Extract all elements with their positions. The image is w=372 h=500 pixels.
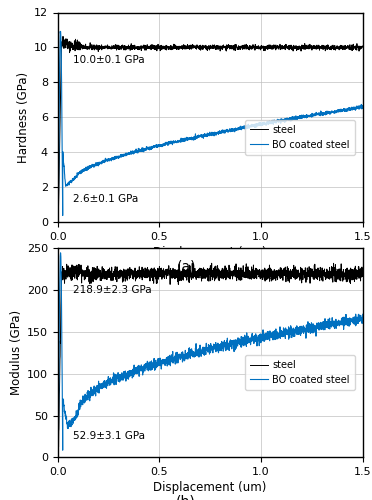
Text: (a): (a) xyxy=(176,260,196,274)
steel xyxy=(196,270,200,276)
steel xyxy=(209,260,214,266)
steel xyxy=(296,270,300,276)
Y-axis label: Hardness (GPa): Hardness (GPa) xyxy=(17,72,30,163)
BO coated steel xyxy=(55,220,60,226)
BO coated steel xyxy=(296,328,300,334)
steel xyxy=(204,46,208,52)
BO coated steel xyxy=(58,28,62,34)
steel xyxy=(360,270,365,276)
BO coated steel xyxy=(71,176,76,182)
steel xyxy=(55,220,60,226)
BO coated steel xyxy=(204,342,208,348)
steel xyxy=(360,43,365,49)
steel xyxy=(204,274,208,280)
Line: steel: steel xyxy=(58,264,363,464)
steel xyxy=(55,454,60,460)
Text: 218.9±2.3 GPa: 218.9±2.3 GPa xyxy=(73,285,151,295)
BO coated steel xyxy=(352,105,356,111)
steel xyxy=(296,46,300,52)
steel xyxy=(352,43,356,49)
BO coated steel xyxy=(55,454,60,460)
X-axis label: Displacement (um): Displacement (um) xyxy=(154,482,267,494)
BO coated steel xyxy=(56,220,61,226)
steel xyxy=(61,34,65,40)
Y-axis label: Modulus (GPa): Modulus (GPa) xyxy=(10,310,23,395)
steel xyxy=(196,44,200,50)
Line: steel: steel xyxy=(58,36,363,222)
BO coated steel xyxy=(196,133,201,139)
Line: BO coated steel: BO coated steel xyxy=(58,253,363,458)
steel xyxy=(71,263,76,269)
Legend: steel, BO coated steel: steel, BO coated steel xyxy=(245,120,355,154)
BO coated steel xyxy=(352,316,356,322)
BO coated steel xyxy=(360,104,365,110)
BO coated steel xyxy=(296,114,300,120)
steel xyxy=(352,44,356,50)
BO coated steel xyxy=(71,420,76,426)
X-axis label: Displacement (um): Displacement (um) xyxy=(154,246,267,260)
Text: 52.9±3.1 GPa: 52.9±3.1 GPa xyxy=(73,431,145,441)
steel xyxy=(56,461,61,467)
Text: 10.0±0.1 GPa: 10.0±0.1 GPa xyxy=(73,55,145,65)
BO coated steel xyxy=(352,320,356,326)
steel xyxy=(352,274,356,280)
BO coated steel xyxy=(204,132,209,138)
BO coated steel xyxy=(196,350,200,356)
BO coated steel xyxy=(58,250,63,256)
Text: 2.6±0.1 GPa: 2.6±0.1 GPa xyxy=(73,194,138,204)
Legend: steel, BO coated steel: steel, BO coated steel xyxy=(245,355,355,390)
Line: BO coated steel: BO coated steel xyxy=(58,32,363,222)
BO coated steel xyxy=(360,312,365,318)
steel xyxy=(352,274,356,280)
steel xyxy=(71,44,76,50)
Text: (b): (b) xyxy=(176,495,196,500)
BO coated steel xyxy=(352,106,356,112)
